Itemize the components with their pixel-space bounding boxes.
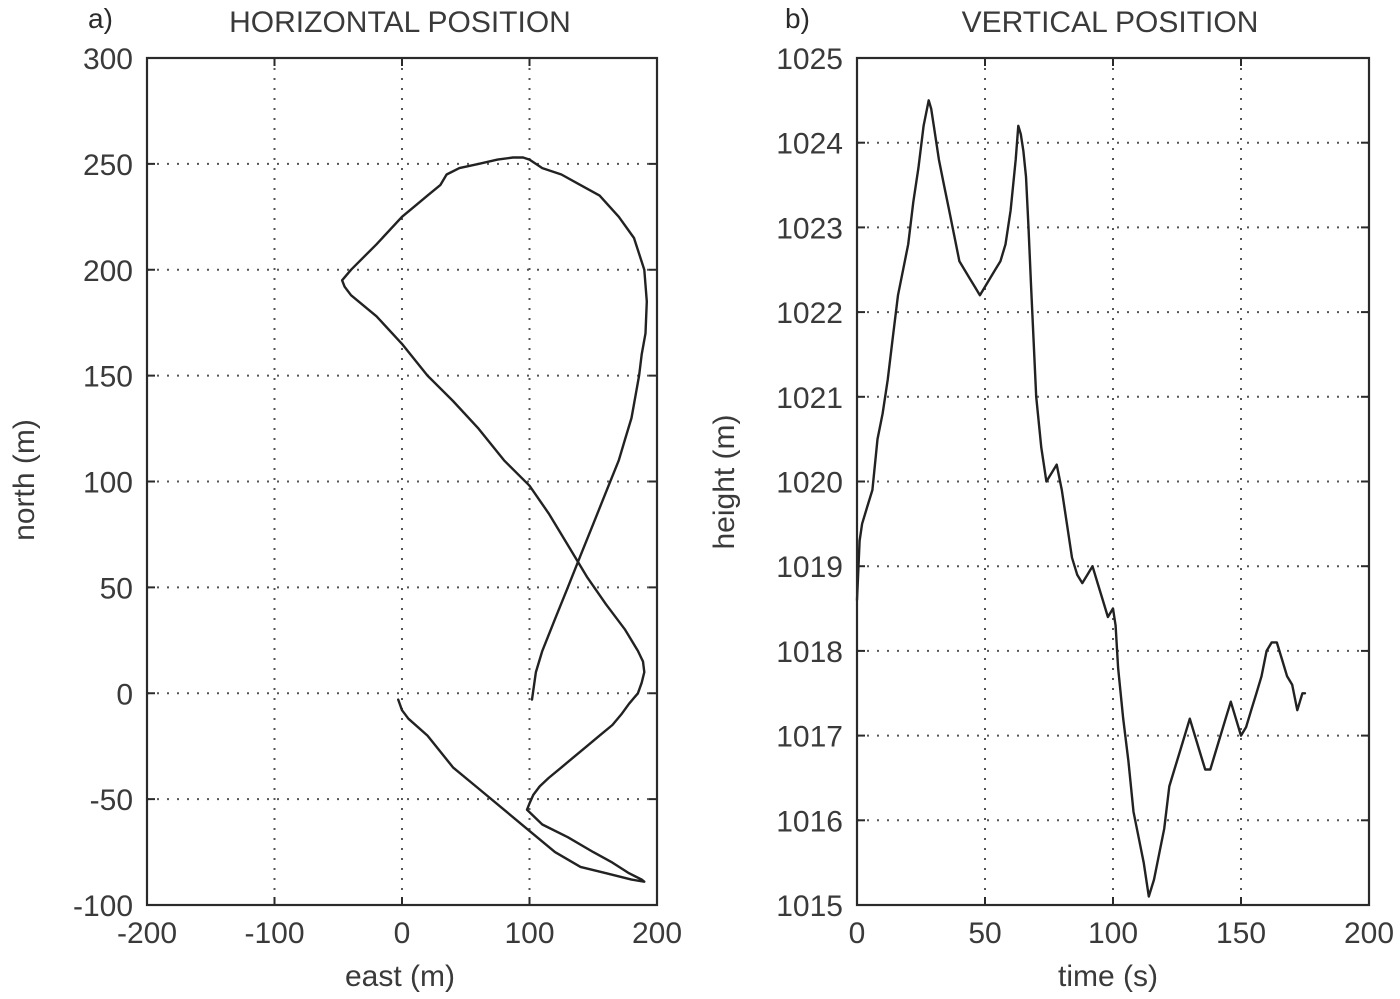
panel-a-ytick-label: 0 [116,678,133,711]
panel-b-xlabel: time (s) [1058,960,1158,993]
panel-a-xtick-label: -200 [117,917,177,950]
panel-a-ytick-label: 100 [83,467,133,500]
panel-b-xtick-label: 0 [849,917,866,950]
panel-b-ytick-label: 1022 [776,297,843,330]
panel-b-xtick-label: 150 [1216,917,1266,950]
panel-b-ticks: 0 50 100 150 200 1015 1016 1017 1018 1019 1020 1021… [776,43,1394,950]
panel-a-xtick-label: 0 [394,917,411,950]
panel-b-frame [855,56,1371,907]
panel-a-ylabel: north (m) [8,419,41,541]
panel-b-ytick-label: 1021 [776,382,843,415]
panel-b-ytick-label: 1019 [776,551,843,584]
panel-b-xtick-label: 100 [1088,917,1138,950]
panel-b-series [855,99,1307,898]
panel-a-ytick-label: 150 [83,361,133,394]
panel-b-xtick-label: 50 [968,917,1001,950]
horizontal-position-panel: a) HORIZONTAL POSITION -200 -100 0 100 200-1… [8,3,682,993]
panel-a-xtick-label: 200 [632,917,682,950]
panel-a-ytick-label: -100 [73,890,133,923]
panel-b-ytick-label: 1025 [776,43,843,76]
panel-b-ytick-label: 1015 [776,890,843,923]
panel-a-label: a) [88,3,113,34]
panel-a-series-line [340,156,648,883]
panel-a-xlabel: east (m) [345,960,455,993]
panel-a-ytick-label: 250 [83,149,133,182]
panel-a-grid [147,58,657,905]
panel-b-ytick-label: 1018 [776,636,843,669]
panel-b-ytick-label: 1020 [776,467,843,500]
panel-a-ytick-label: 50 [100,572,133,605]
panel-a-ytick-label: -50 [90,784,133,817]
panel-b-title: VERTICAL POSITION [962,6,1259,39]
panel-a-frame [145,56,659,907]
panel-b-ylabel: height (m) [708,414,741,549]
panel-b-grid [857,58,1369,905]
panel-a-xtick-label: 100 [504,917,554,950]
panel-b-xtick-label: 200 [1344,917,1394,950]
panel-b-series-line [855,99,1307,898]
panel-b-ytick-label: 1024 [776,128,843,161]
panel-b-ytick-label: 1017 [776,721,843,754]
panel-a-title: HORIZONTAL POSITION [229,6,571,39]
panel-a-xtick-label: -100 [244,917,304,950]
panel-a-ytick-label: 200 [83,255,133,288]
panel-a-ytick-label: 300 [83,43,133,76]
panel-b-label: b) [785,3,810,34]
vertical-position-panel: b) VERTICAL POSITION 0 50 100 150 200 1015 101… [708,3,1394,993]
panel-b-ytick-label: 1023 [776,212,843,245]
panel-b-ytick-label: 1016 [776,805,843,838]
panel-a-series [340,156,648,883]
